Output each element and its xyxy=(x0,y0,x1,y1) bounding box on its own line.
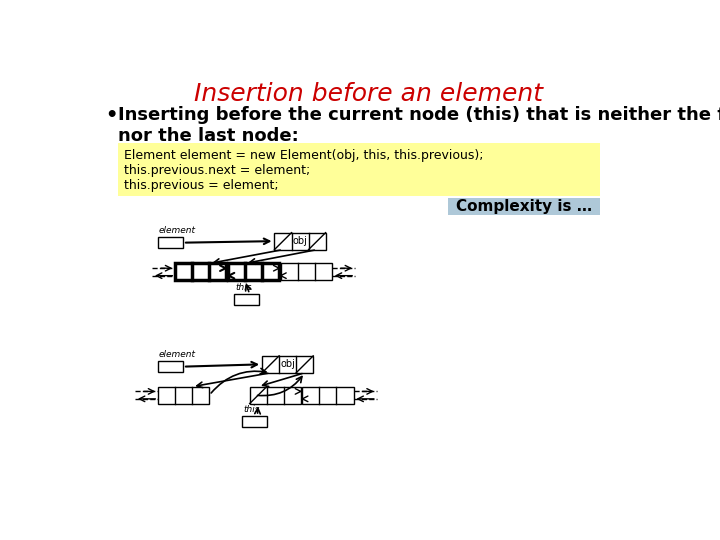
Text: element: element xyxy=(158,350,195,359)
Text: obj: obj xyxy=(292,236,307,246)
Bar xyxy=(302,387,354,403)
Bar xyxy=(448,198,600,215)
Text: Element element = new Element(obj, this, this.previous);
this.previous.next = el: Element element = new Element(obj, this,… xyxy=(124,148,484,192)
Text: obj: obj xyxy=(280,359,295,369)
Bar xyxy=(158,237,183,248)
Bar xyxy=(234,294,259,305)
Text: Complexity is …: Complexity is … xyxy=(456,199,592,214)
Text: Insertion before an element: Insertion before an element xyxy=(194,82,544,106)
Bar xyxy=(158,387,210,403)
Bar xyxy=(250,387,301,403)
Bar xyxy=(158,361,183,372)
Bar xyxy=(118,143,600,195)
Text: element: element xyxy=(158,226,195,235)
Bar xyxy=(242,416,266,427)
Text: this: this xyxy=(235,283,252,292)
Text: •: • xyxy=(106,106,118,125)
Bar xyxy=(175,264,226,280)
Text: this: this xyxy=(243,404,260,414)
Bar xyxy=(262,356,313,373)
Text: Inserting before the current node (this) that is neither the first
nor the last : Inserting before the current node (this)… xyxy=(118,106,720,145)
Bar xyxy=(274,233,325,249)
Bar xyxy=(228,264,279,280)
Bar xyxy=(281,264,332,280)
